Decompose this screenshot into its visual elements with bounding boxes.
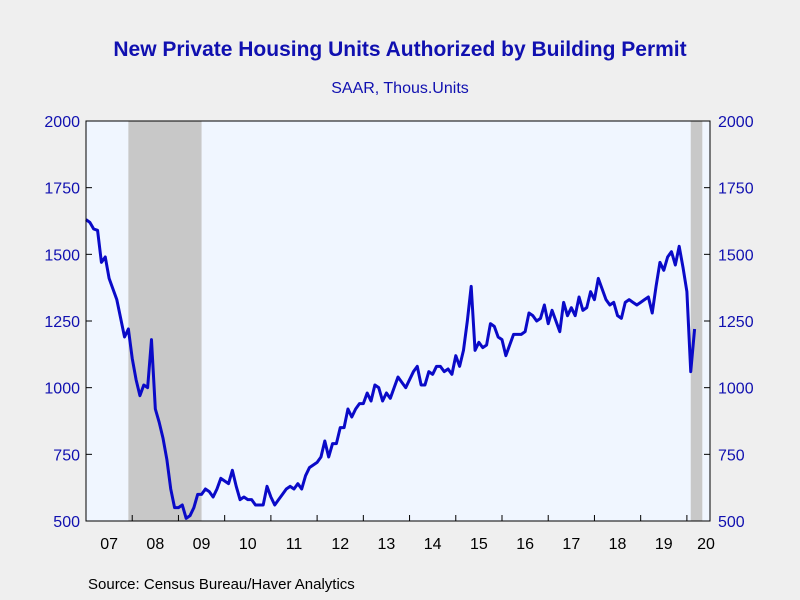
x-tick-label: 14: [424, 536, 442, 553]
x-tick-label: 17: [562, 536, 580, 553]
x-tick-label: 19: [655, 536, 673, 553]
recession-band-0: [128, 121, 202, 521]
chart-title: New Private Housing Units Authorized by …: [113, 38, 687, 61]
x-tick-label: 07: [100, 536, 118, 553]
x-tick-label: 15: [470, 536, 488, 553]
y-tick-label-right: 1000: [718, 381, 754, 398]
x-tick-label: 11: [286, 536, 303, 553]
y-tick-label-right: 2000: [718, 114, 754, 131]
y-tick-label-left: 750: [53, 447, 80, 464]
x-tick-label: 10: [239, 536, 257, 553]
x-tick-label: 16: [516, 536, 534, 553]
y-tick-label-right: 1500: [718, 247, 754, 264]
y-tick-label-left: 2000: [44, 114, 80, 131]
y-tick-label-left: 1250: [44, 314, 80, 331]
x-tick-label: 18: [609, 536, 627, 553]
y-tick-label-right: 500: [718, 514, 745, 531]
x-tick-label: 12: [331, 536, 349, 553]
x-tick-label: 13: [378, 536, 396, 553]
x-tick-label: 08: [146, 536, 164, 553]
series-line-0: [85, 218, 697, 520]
chart-subtitle: SAAR, Thous.Units: [331, 80, 469, 97]
y-tick-label-left: 1000: [44, 381, 80, 398]
y-tick-label-right: 1250: [718, 314, 754, 331]
y-tick-label-left: 500: [53, 514, 80, 531]
source-note: Source: Census Bureau/Haver Analytics: [88, 576, 355, 593]
y-tick-label-right: 750: [718, 447, 745, 464]
x-tick-label: 20: [697, 536, 715, 553]
y-tick-label-left: 1500: [44, 247, 80, 264]
y-tick-label-right: 1750: [718, 181, 754, 198]
x-tick-label: 09: [193, 536, 211, 553]
recession-band-1: [690, 121, 703, 521]
y-tick-label-left: 1750: [44, 181, 80, 198]
